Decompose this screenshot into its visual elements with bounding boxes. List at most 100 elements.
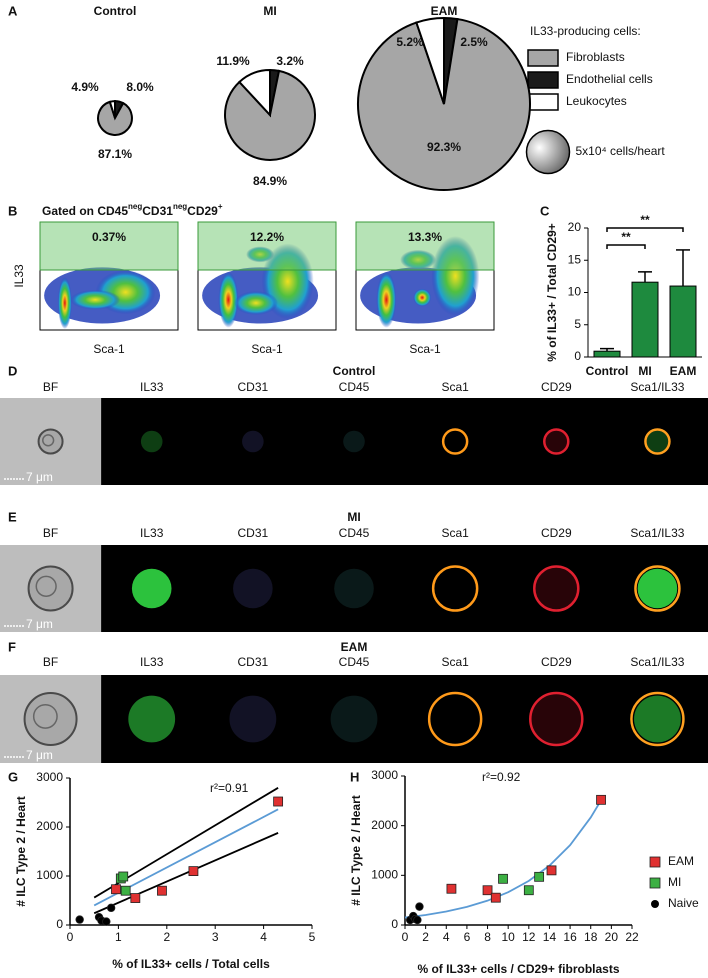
legend-label: Leukocytes	[566, 94, 627, 108]
channel-label: Sca1/IL33	[630, 655, 684, 669]
cell-ring	[441, 428, 469, 455]
channel-label: Sca1	[441, 380, 469, 394]
slice-label: 3.2%	[276, 54, 304, 68]
point	[111, 884, 121, 895]
pie-slice	[357, 17, 531, 191]
legend-label: Fibroblasts	[566, 50, 625, 64]
y-tick-label: 0	[391, 917, 398, 931]
panel-label: C	[540, 203, 550, 218]
cell-signal	[330, 695, 378, 743]
slice-label: 87.1%	[98, 147, 132, 161]
significance-label: **	[621, 230, 631, 244]
cell-signal	[229, 695, 277, 743]
image-tile	[505, 675, 608, 763]
point	[415, 902, 424, 911]
pie-slice	[97, 100, 133, 136]
x-tick-label: 10	[502, 930, 516, 944]
image-tile	[202, 398, 304, 485]
point	[596, 794, 606, 805]
cell-ring	[431, 565, 479, 612]
scale-bar-label: 7 μm	[26, 470, 53, 484]
x-tick-label: 20	[605, 930, 619, 944]
x-tick-label: MI	[638, 364, 651, 378]
pie-slice	[237, 69, 271, 118]
channel-label: CD45	[339, 526, 370, 540]
y-axis-label: IL33	[12, 264, 26, 288]
row-title: MI	[347, 510, 360, 524]
gate	[197, 221, 337, 271]
x-tick-label: 6	[464, 930, 471, 944]
cell-ring	[644, 428, 671, 455]
slice-label: 11.9%	[216, 54, 250, 68]
density-blob	[376, 271, 397, 328]
y-axis-label: # ILC Type 2 / Heart	[349, 795, 363, 905]
channel-label: IL33	[140, 380, 164, 394]
cell-ring	[529, 691, 584, 747]
y-tick-label: 2000	[36, 819, 63, 833]
channel-label: BF	[43, 655, 58, 669]
legend-swatch	[527, 71, 559, 89]
size-legend-circle	[525, 129, 571, 175]
panel-label: G	[8, 769, 18, 784]
gating-part: CD31	[142, 204, 173, 218]
size-legend-label: 5x10⁴ cells/heart	[576, 144, 666, 158]
cell-signal	[140, 430, 163, 453]
point	[118, 871, 129, 882]
x-tick-label: 5	[309, 930, 316, 944]
legend-swatch	[527, 49, 559, 67]
cell-ring	[533, 565, 580, 612]
density-blob	[233, 291, 278, 315]
point	[446, 883, 457, 894]
y-tick-label: 3000	[36, 770, 63, 784]
gating-label: Gated on CD45negCD31negCD29+	[42, 202, 223, 218]
point	[102, 917, 111, 926]
point	[482, 885, 493, 896]
point	[75, 915, 84, 924]
image-tile	[303, 398, 406, 485]
cell-signal	[343, 430, 365, 453]
y-axis-label: % of IL33+ / Total CD29+	[545, 223, 559, 361]
panel-label: F	[8, 639, 16, 654]
point	[157, 885, 167, 896]
y-tick-label: 1000	[371, 868, 398, 882]
x-tick-label: 0	[67, 930, 74, 944]
error-bar	[676, 249, 690, 287]
image-tile	[606, 398, 708, 485]
legend-label: Naive	[668, 896, 699, 910]
x-tick-label: 0	[402, 930, 409, 944]
annotation: r²=0.92	[482, 770, 521, 784]
pie-title: EAM	[431, 4, 458, 18]
gating-part: CD29	[187, 204, 218, 218]
image-tile	[404, 398, 507, 485]
slice-label: 4.9%	[71, 80, 99, 94]
image-tile	[101, 398, 203, 485]
channel-label: Sca1/IL33	[630, 380, 684, 394]
significance-bracket	[606, 227, 684, 232]
cell-ring	[543, 428, 570, 455]
x-axis-label: Sca-1	[409, 342, 441, 356]
image-tile	[404, 675, 507, 763]
y-tick-label: 5	[574, 317, 581, 331]
image-tile	[303, 675, 406, 763]
image-tile	[505, 398, 608, 485]
cell-detail	[42, 434, 55, 447]
cell-ring	[630, 691, 685, 747]
scale-bar-label: 7 μm	[26, 748, 53, 762]
cell-signal	[646, 430, 669, 453]
y-tick-label: 2000	[371, 818, 398, 832]
pie-slice	[415, 16, 445, 105]
slice-label: 8.0%	[126, 80, 154, 94]
point	[413, 915, 422, 925]
point	[523, 885, 534, 896]
legend-swatch	[527, 93, 559, 111]
slice-label: 92.3%	[427, 140, 461, 154]
x-axis-label: % of IL33+ cells / Total cells	[112, 957, 270, 971]
channel-label: CD45	[339, 655, 370, 669]
density-blob	[57, 277, 72, 329]
x-tick-label: 14	[543, 930, 557, 944]
gate	[39, 221, 179, 271]
x-tick-label: EAM	[670, 364, 697, 378]
x-tick-label: Control	[586, 364, 629, 378]
channel-label: BF	[43, 526, 58, 540]
